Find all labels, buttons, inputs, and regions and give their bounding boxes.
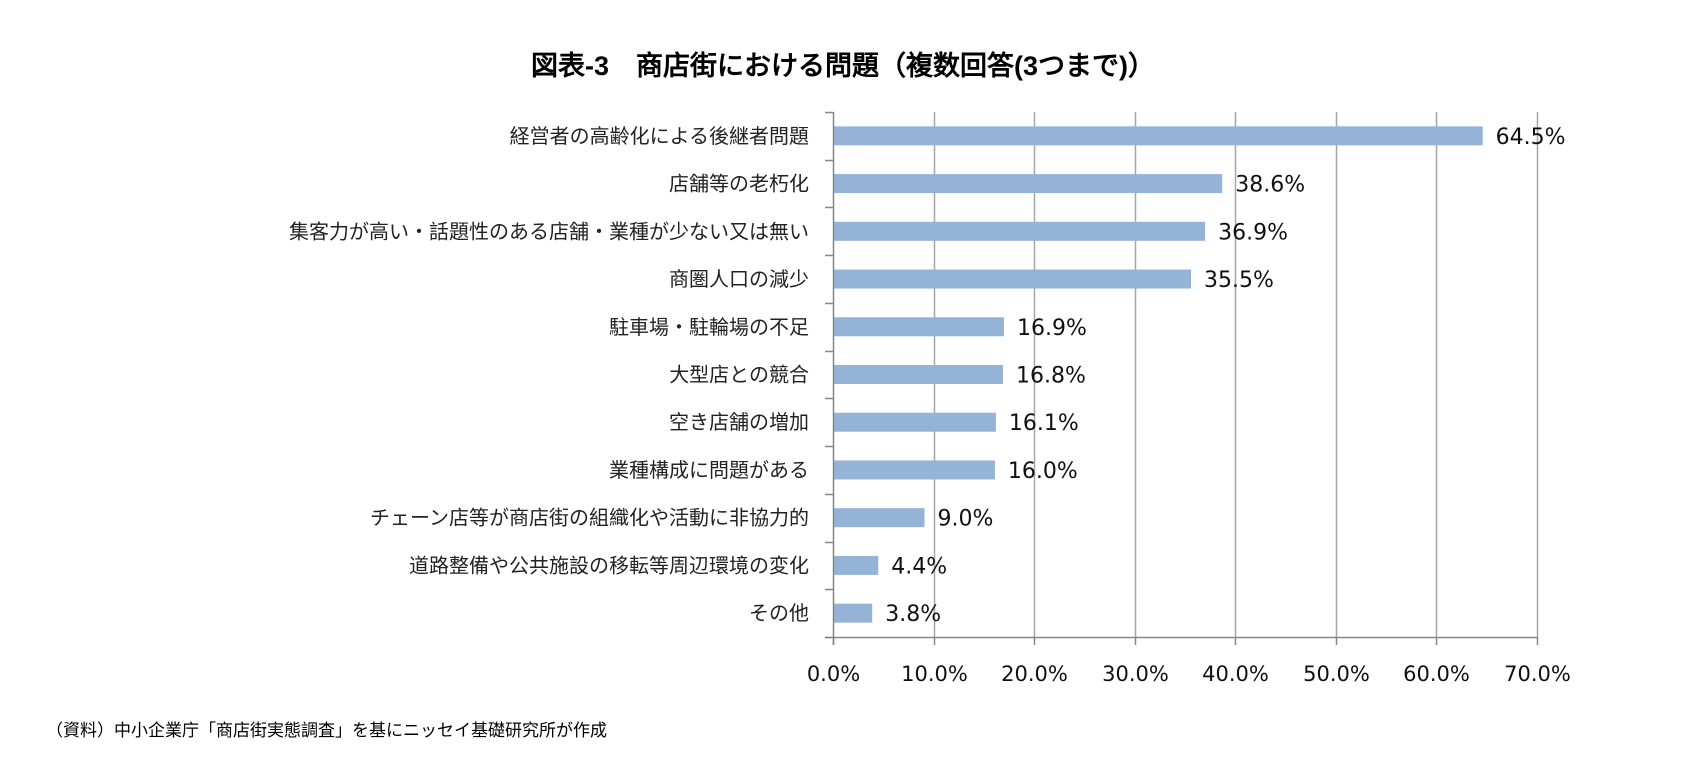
data-label: 35.5%: [1204, 268, 1274, 293]
category-label: チェーン店等が商店街の組織化や活動に非協力的: [370, 506, 809, 530]
x-tick-label: 10.0%: [901, 662, 968, 686]
bars: [834, 126, 1483, 623]
x-tick-label: 60.0%: [1403, 662, 1470, 686]
data-label: 16.9%: [1017, 316, 1087, 341]
category-label: 道路整備や公共施設の移転等周辺環境の変化: [409, 553, 809, 577]
bar: [834, 221, 1206, 241]
category-label: 経営者の高齢化による後継者問題: [510, 124, 809, 148]
source-note: （資料）中小企業庁「商店街実態調査」を基にニッセイ基礎研究所が作成: [46, 721, 607, 741]
bar: [834, 555, 879, 575]
bar: [834, 317, 1004, 337]
category-label: 商圏人口の減少: [669, 267, 809, 291]
x-tick-label: 30.0%: [1102, 662, 1169, 686]
category-label: 集客力が高い・話題性のある店舗・業種が少ない又は無い: [289, 219, 809, 243]
data-label: 3.8%: [885, 602, 941, 627]
x-tick-label: 70.0%: [1504, 662, 1571, 686]
x-tick-label: 50.0%: [1303, 662, 1370, 686]
bar: [834, 508, 925, 528]
data-label: 16.0%: [1008, 459, 1078, 484]
bar: [834, 174, 1223, 194]
bar: [834, 412, 996, 432]
bar: [834, 269, 1192, 289]
bar: [834, 126, 1483, 146]
bar-chart: 経営者の高齢化による後継者問題店舗等の老朽化集客力が高い・話題性のある店舗・業種…: [289, 111, 1571, 686]
category-label: 空き店舗の増加: [669, 410, 809, 434]
data-labels: 64.5% 38.6% 36.9% 35.5% 16.9% 16.8% 16.1% 16.0%…: [885, 125, 1565, 627]
category-label: 業種構成に問題がある: [609, 458, 809, 482]
bar: [834, 460, 995, 480]
data-label: 9.0%: [938, 507, 994, 532]
x-tick-label: 0.0%: [807, 662, 860, 686]
category-label: 店舗等の老朽化: [669, 172, 809, 196]
category-label: 駐車場・駐輪場の不足: [609, 315, 809, 339]
bar: [834, 365, 1003, 384]
data-label: 16.8%: [1016, 364, 1086, 389]
data-label: 36.9%: [1218, 220, 1288, 245]
category-label: その他: [749, 601, 809, 625]
axes: [825, 111, 1539, 645]
category-labels: 経営者の高齢化による後継者問題店舗等の老朽化集客力が高い・話題性のある店舗・業種…: [289, 124, 809, 625]
gridlines: [933, 112, 1539, 637]
data-label: 38.6%: [1235, 173, 1305, 198]
x-tick-label: 40.0%: [1202, 662, 1269, 686]
x-tick-label: 20.0%: [1001, 662, 1068, 686]
data-label: 64.5%: [1496, 125, 1566, 150]
category-label: 大型店との競合: [669, 363, 809, 387]
chart-title: 図表-3 商店街における問題（複数回答(3つまで)）: [530, 51, 1155, 81]
data-label: 16.1%: [1009, 411, 1079, 436]
bar: [834, 603, 873, 623]
tick-labels: 0.0% 10.0% 20.0% 30.0% 40.0% 50.0% 60.0% 70.0%: [807, 662, 1571, 686]
data-label: 4.4%: [891, 554, 947, 579]
